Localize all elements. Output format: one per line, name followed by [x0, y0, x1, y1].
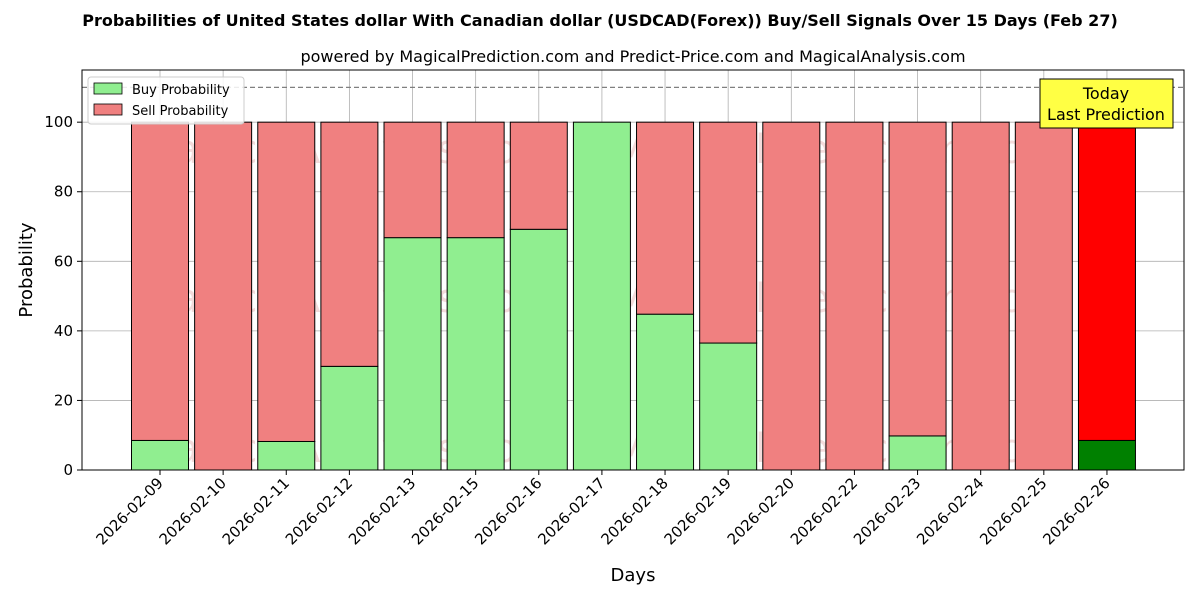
legend-label-buy: Buy Probability [132, 83, 230, 98]
bar-sell-2026-02-20 [762, 121, 821, 471]
legend-box [87, 76, 245, 125]
x-tick-label-7: 2026-02-17 [534, 474, 608, 548]
bar-sell-2026-02-24 [951, 121, 1010, 471]
bar-buy-2026-02-12 [320, 365, 379, 471]
y-tick-label-1: 20 [54, 391, 73, 409]
bar-buy-2026-02-17 [572, 121, 631, 471]
x-axis-label: Days [611, 565, 656, 586]
bar-buy-2026-02-26 [1077, 439, 1136, 471]
bar-sell-2026-02-12 [320, 121, 379, 367]
bar-buy-2026-02-11 [257, 440, 316, 471]
callout-line-1: Today [1082, 84, 1129, 103]
y-tick-label-0: 0 [63, 461, 73, 479]
bar-sell-2026-02-13 [383, 121, 442, 239]
x-tick-label-0: 2026-02-09 [92, 474, 166, 548]
y-tick-label-3: 60 [54, 252, 73, 270]
x-tick-label-12: 2026-02-23 [850, 474, 924, 548]
legend-swatch-sell [93, 103, 123, 116]
x-tick-label-13: 2026-02-24 [913, 474, 987, 548]
bars [131, 121, 1136, 471]
bar-buy-2026-02-15 [446, 237, 505, 471]
callout-box [1039, 78, 1174, 129]
bar-sell-2026-02-23 [888, 121, 947, 437]
y-tick-label-5: 100 [44, 113, 73, 131]
x-tick-label-14: 2026-02-25 [976, 474, 1050, 548]
x-tick-label-9: 2026-02-19 [661, 474, 735, 548]
x-tick-label-11: 2026-02-22 [787, 474, 861, 548]
bar-sell-2026-02-18 [636, 121, 695, 315]
bar-buy-2026-02-19 [699, 342, 758, 471]
bar-buy-2026-02-16 [509, 228, 568, 471]
bar-sell-2026-02-26 [1077, 121, 1136, 441]
callout-line-2: Last Prediction [1047, 105, 1165, 124]
bar-sell-2026-02-11 [257, 121, 316, 442]
bar-buy-2026-02-13 [383, 237, 442, 471]
bar-sell-2026-02-15 [446, 121, 505, 239]
bar-sell-2026-02-19 [699, 121, 758, 344]
y-tick-label-2: 40 [54, 322, 73, 340]
x-axis-ticks: 2026-02-092026-02-102026-02-112026-02-12… [92, 470, 1114, 548]
x-tick-label-4: 2026-02-13 [345, 474, 419, 548]
bar-sell-2026-02-10 [194, 121, 253, 471]
legend: Buy Probability Sell Probability [87, 76, 245, 125]
bar-sell-2026-02-22 [825, 121, 884, 471]
plot-frame [81, 69, 1185, 471]
today-callout: Today Last Prediction [1039, 78, 1174, 129]
bar-buy-2026-02-23 [888, 435, 947, 471]
x-tick-label-2: 2026-02-11 [219, 474, 293, 548]
x-tick-label-3: 2026-02-12 [282, 474, 356, 548]
x-tick-label-8: 2026-02-18 [597, 474, 671, 548]
y-axis-ticks: 0 20 40 60 80 100 [44, 113, 82, 479]
bar-sell-2026-02-25 [1014, 121, 1073, 471]
legend-swatch-buy [93, 82, 123, 95]
chart-subtitle: powered by MagicalPrediction.com and Pre… [300, 47, 965, 66]
bar-buy-2026-02-18 [636, 313, 695, 471]
legend-label-sell: Sell Probability [132, 104, 229, 119]
bar-buy-2026-02-09 [131, 439, 189, 471]
y-tick-label-4: 80 [54, 183, 73, 201]
x-tick-label-1: 2026-02-10 [156, 474, 230, 548]
chart-title: Probabilities of United States dollar Wi… [82, 11, 1118, 30]
x-tick-label-5: 2026-02-15 [408, 474, 482, 548]
x-tick-label-6: 2026-02-16 [471, 474, 545, 548]
x-tick-label-10: 2026-02-20 [724, 474, 798, 548]
y-axis-label: Probability [16, 222, 37, 317]
bar-sell-2026-02-16 [509, 121, 568, 230]
x-tick-label-15: 2026-02-26 [1039, 474, 1113, 548]
bar-sell-2026-02-09 [131, 121, 189, 441]
